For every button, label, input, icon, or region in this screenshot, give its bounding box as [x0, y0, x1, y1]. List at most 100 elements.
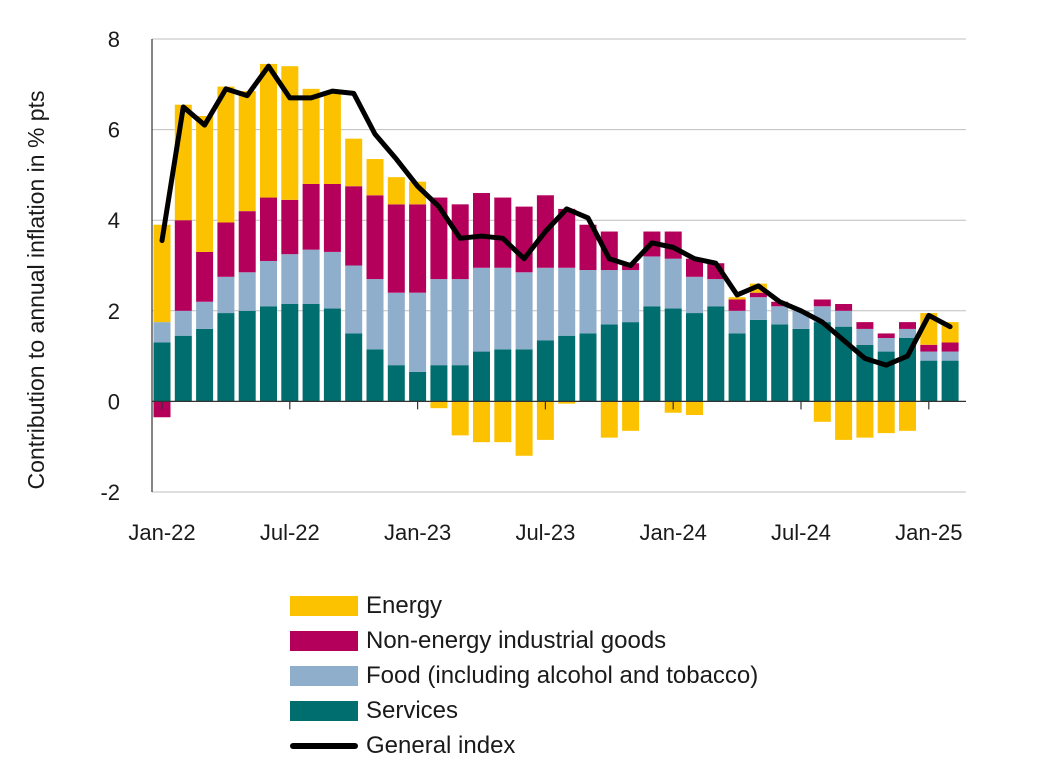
- bar-segment: [920, 351, 938, 361]
- y-tick-label: 4: [108, 208, 120, 233]
- bar-segment: [536, 267, 554, 341]
- legend-item-non-energy-goods: Non-energy industrial goods: [290, 623, 758, 658]
- bar-segment: [451, 279, 469, 366]
- bar-segment: [387, 292, 405, 366]
- x-tick-label: Jul-23: [515, 520, 575, 545]
- bar-segment: [856, 401, 874, 438]
- legend-swatch-services: [290, 700, 358, 721]
- y-tick-label: 6: [108, 118, 120, 143]
- legend-label-energy: Energy: [366, 591, 443, 619]
- bar-segment: [366, 159, 384, 196]
- legend-label-general-index: General index: [366, 731, 516, 759]
- bar-segment: [877, 337, 895, 352]
- bar-segment: [536, 340, 554, 402]
- bar-segment: [174, 220, 192, 311]
- bar-segment: [430, 279, 448, 366]
- legend-item-services: Services: [290, 693, 758, 728]
- bar-segment: [238, 272, 256, 311]
- bar-segment: [600, 324, 618, 402]
- bar-segment: [323, 251, 341, 309]
- legend-item-energy: Energy: [290, 588, 758, 623]
- legend-swatch-non-energy-goods: [290, 630, 358, 651]
- bar-segment: [238, 310, 256, 402]
- bar-segment: [260, 260, 277, 307]
- bar-segment: [813, 299, 831, 307]
- bar-segment: [941, 342, 959, 352]
- bar-segment: [345, 138, 363, 187]
- x-tick-label: Jan-24: [640, 520, 707, 545]
- bar-segment: [409, 204, 427, 293]
- bar-segment: [345, 186, 363, 266]
- x-tick-label: Jan-23: [384, 520, 451, 545]
- bar-segment: [281, 254, 299, 305]
- bar-segment: [473, 351, 490, 402]
- bar-segment: [174, 335, 192, 402]
- bar-segment: [430, 197, 448, 280]
- bar-segment: [387, 204, 405, 293]
- bar-segment: [260, 197, 277, 261]
- bar-segment: [409, 371, 427, 402]
- bar-segment: [600, 401, 618, 438]
- bar-segment: [153, 322, 171, 343]
- bar-segment: [387, 365, 405, 402]
- bar-segment: [686, 258, 703, 277]
- bar-segment: [771, 324, 789, 402]
- legend-label-food: Food (including alcohol and tobacco): [366, 661, 759, 689]
- bar-segment: [686, 313, 703, 402]
- bar-segment: [366, 279, 384, 350]
- bar-segment: [835, 401, 853, 440]
- bar-segment: [345, 333, 363, 402]
- bar-segment: [302, 249, 320, 305]
- bar-segment: [686, 401, 703, 415]
- bar-segment: [856, 328, 874, 345]
- bar-segment: [153, 224, 171, 323]
- bar-segment: [451, 204, 469, 280]
- bar-segment: [579, 270, 597, 334]
- bar-segment: [323, 308, 341, 402]
- bar-segment: [707, 306, 725, 402]
- bar-segment: [664, 258, 682, 309]
- bar-segment: [920, 344, 938, 352]
- y-tick-label: 0: [108, 389, 120, 414]
- legend-swatch-energy: [290, 595, 358, 616]
- bar-segment: [494, 349, 512, 402]
- bar-segment: [600, 270, 618, 325]
- bar-segment: [281, 304, 299, 402]
- x-tick-label: Jul-22: [260, 520, 320, 545]
- bar-segment: [579, 333, 597, 402]
- bar-segment: [430, 365, 448, 402]
- bar-segment: [728, 310, 746, 334]
- bar-segment: [515, 272, 533, 350]
- bar-segment: [622, 401, 640, 431]
- y-axis-label: Contribution to annual inflation in % pt…: [23, 91, 49, 490]
- bar-segment: [196, 328, 214, 402]
- bar-segment: [728, 299, 746, 311]
- y-tick-label: 2: [108, 299, 120, 324]
- bar-segment: [749, 319, 767, 402]
- legend-swatch-general-index: [290, 742, 358, 749]
- bar-segment: [515, 401, 533, 456]
- bar-segment: [579, 224, 597, 271]
- bar-segment: [835, 310, 853, 327]
- bar-segment: [664, 308, 682, 402]
- x-tick-label: Jan-25: [895, 520, 962, 545]
- x-axis-tick-labels: Jan-22 Jul-22 Jan-23 Jul-23 Jan-24 Jul-24 Jan-…: [128, 401, 962, 545]
- bar-segment: [622, 270, 640, 323]
- bar-segment: [302, 304, 320, 402]
- bar-segment: [494, 197, 512, 268]
- bar-segment: [941, 360, 959, 402]
- bar-segment: [622, 322, 640, 402]
- legend-item-food: Food (including alcohol and tobacco): [290, 658, 758, 693]
- bar-segment: [771, 306, 789, 325]
- legend-label-non-energy-goods: Non-energy industrial goods: [366, 626, 667, 654]
- bar-segment: [558, 401, 576, 404]
- bar-segment: [473, 267, 490, 352]
- legend-label-services: Services: [366, 696, 459, 724]
- bar-segment: [856, 322, 874, 329]
- bar-segment: [686, 276, 703, 314]
- legend-swatch-food: [290, 665, 358, 686]
- bar-segment: [387, 177, 405, 205]
- bar-segment: [430, 401, 448, 409]
- bar-segment: [749, 292, 767, 298]
- bar-segment: [302, 88, 320, 184]
